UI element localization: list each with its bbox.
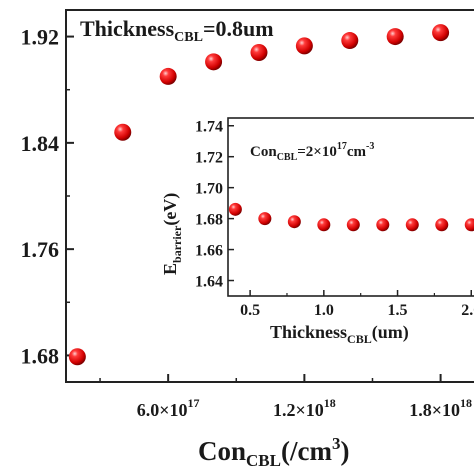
inset-y-tick-label: 1.72 bbox=[195, 150, 223, 167]
inset-x-axis-label: ThicknessCBL(um) bbox=[270, 322, 409, 346]
main-data-point bbox=[341, 32, 359, 50]
inset-plot-frame bbox=[227, 117, 474, 297]
inset-y-tick-label: 1.66 bbox=[195, 243, 223, 260]
inset-x-tick-label: 1.5 bbox=[388, 302, 408, 319]
main-x-tick-label: 6.0×1017 bbox=[137, 396, 200, 420]
main-tick-labels: 1.68 1.76 1.84 1.92 6.0×1017 1.2×1018 1.8×1018 bbox=[21, 25, 472, 420]
inset-tick-labels: 1.64 1.66 1.68 1.70 1.72 1.74 0.5 1.0 1.5 2.0 bbox=[195, 119, 474, 319]
inset-annotation: ConCBL=2×1017cm-3 bbox=[250, 141, 374, 163]
main-data-point bbox=[295, 37, 313, 55]
inset-data-point bbox=[435, 218, 449, 232]
inset-data-point bbox=[228, 202, 242, 216]
main-data-point bbox=[68, 348, 86, 366]
inset-data-point bbox=[346, 218, 360, 232]
inset-x-tick-label: 0.5 bbox=[240, 302, 260, 319]
main-ticks bbox=[66, 35, 442, 382]
inset-data-point bbox=[464, 218, 474, 232]
main-y-tick-label: 1.84 bbox=[21, 131, 60, 156]
main-x-tick-label: 1.8×1018 bbox=[409, 396, 472, 420]
main-data-point bbox=[114, 123, 132, 141]
main-data-point bbox=[205, 53, 223, 71]
main-data-point bbox=[386, 28, 404, 46]
main-y-tick-label: 1.68 bbox=[21, 343, 60, 368]
main-x-tick-label: 1.2×1018 bbox=[273, 396, 336, 420]
inset-y-axis-label: Ebarrier(eV) bbox=[160, 193, 184, 275]
main-y-tick-label: 1.92 bbox=[21, 25, 60, 50]
inset-x-tick-label: 1.0 bbox=[314, 302, 334, 319]
inset-data-point bbox=[405, 218, 419, 232]
main-annotation: ThicknessCBL=0.8um bbox=[80, 16, 274, 45]
main-y-tick-label: 1.76 bbox=[21, 237, 60, 262]
inset-data-points bbox=[228, 202, 474, 232]
inset-background bbox=[228, 118, 474, 296]
main-data-point bbox=[159, 67, 177, 85]
inset-ticks bbox=[228, 124, 473, 296]
inset-data-point bbox=[287, 215, 301, 229]
inset-x-tick-label: 2.0 bbox=[461, 302, 474, 319]
main-x-axis-label: ConCBL(/cm3) bbox=[198, 434, 349, 470]
inset-y-tick-label: 1.64 bbox=[195, 274, 223, 291]
inset-data-point bbox=[258, 212, 272, 226]
inset-y-tick-label: 1.74 bbox=[195, 119, 223, 136]
inset-data-point bbox=[317, 218, 331, 232]
main-data-point bbox=[432, 24, 450, 42]
main-data-points bbox=[68, 24, 450, 366]
inset-y-tick-label: 1.68 bbox=[195, 212, 223, 229]
inset-y-tick-label: 1.70 bbox=[195, 181, 223, 198]
main-data-point bbox=[250, 44, 268, 62]
inset-data-point bbox=[376, 218, 390, 232]
